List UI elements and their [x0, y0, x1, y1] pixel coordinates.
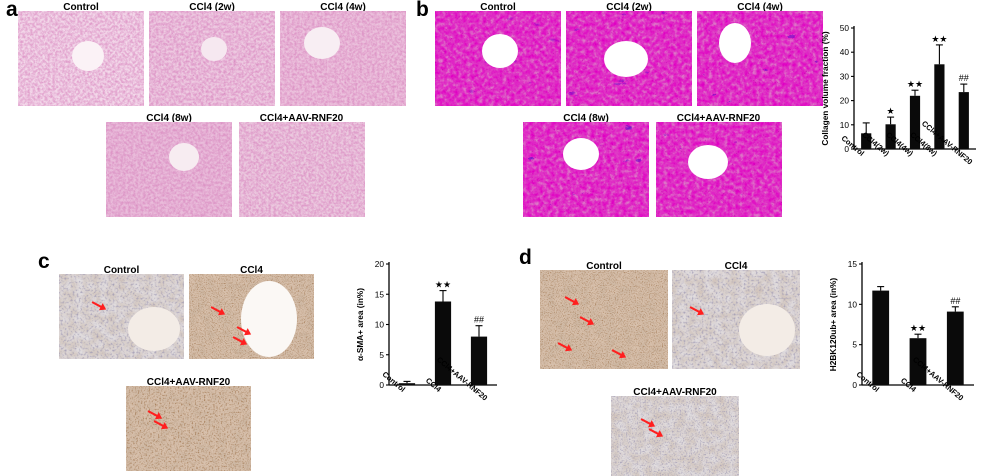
- svg-text:50: 50: [840, 23, 850, 33]
- svg-text:15: 15: [848, 259, 858, 269]
- svg-text:20: 20: [840, 96, 850, 106]
- svg-text:H2BK120ub+ area (in%): H2BK120ub+ area (in%): [828, 278, 838, 372]
- svg-text:##: ##: [959, 73, 969, 83]
- svg-text:★★: ★★: [435, 280, 451, 290]
- svg-text:α-SMA+ area (in%): α-SMA+ area (in%): [355, 288, 365, 361]
- svg-text:5: 5: [852, 340, 857, 350]
- svg-text:0: 0: [852, 380, 857, 390]
- svg-text:15: 15: [375, 289, 385, 299]
- svg-text:5: 5: [379, 350, 384, 360]
- svg-text:★★: ★★: [910, 323, 926, 333]
- svg-text:10: 10: [848, 299, 858, 309]
- svg-text:##: ##: [950, 296, 960, 306]
- svg-text:##: ##: [474, 315, 484, 325]
- svg-text:0: 0: [379, 380, 384, 390]
- svg-text:★★: ★★: [931, 34, 947, 44]
- svg-text:30: 30: [840, 71, 850, 81]
- svg-text:★: ★: [887, 106, 895, 116]
- svg-text:★★: ★★: [907, 79, 923, 89]
- svg-text:20: 20: [375, 259, 385, 269]
- svg-text:40: 40: [840, 47, 850, 57]
- svg-text:10: 10: [375, 320, 385, 330]
